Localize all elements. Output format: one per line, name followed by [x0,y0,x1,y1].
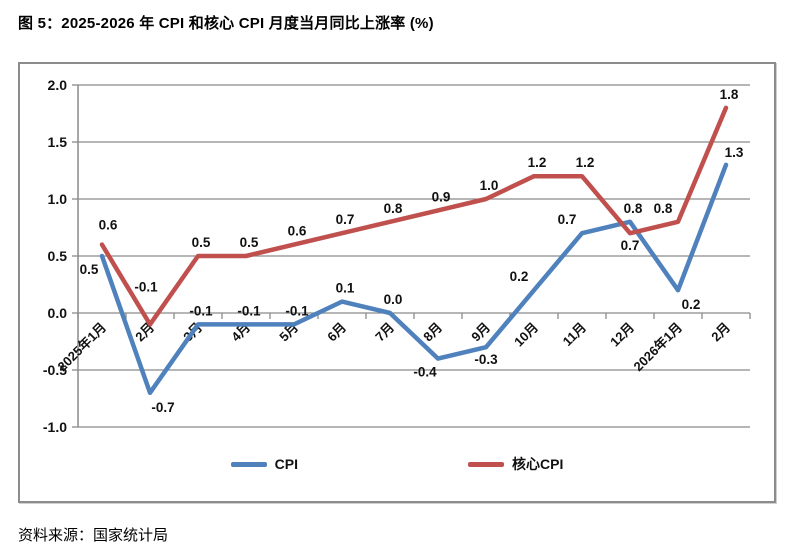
legend-entry-cpi: CPI [230,456,298,472]
chart-legend: CPI 核心CPI [20,454,774,474]
x-axis-tick-label: 2026年1月 [631,320,686,375]
cpi-data-label: 0.5 [80,262,99,277]
core-cpi-data-label: 0.7 [336,212,355,227]
cpi-legend-label: CPI [274,456,298,472]
y-axis-tick-label: -1.0 [43,419,67,435]
cpi-data-label: -0.1 [189,303,213,318]
source-note: 资料来源：国家统计局 [18,527,169,544]
core-cpi-data-label: 0.5 [192,235,211,250]
core-cpi-data-label: 0.8 [654,201,673,216]
x-axis-tick-label: 8月 [420,320,445,345]
x-axis-tick-label: 10月 [511,320,541,350]
cpi-data-label: -0.1 [237,303,261,318]
chart-area: 2.0 1.5 1.0 0.5 0.0 -0.5 -1.0 2025年1月 2月 3月 4月 5月 6月… [18,62,776,503]
core-cpi-line [99,105,729,327]
cpi-data-label: -0.1 [285,303,309,318]
x-axis-tick-label: 2025年1月 [55,320,110,375]
cpi-data-label: 1.3 [725,145,744,160]
core-cpi-data-label: 0.6 [99,218,118,233]
chart-title: 图 5：2025-2026 年 CPI 和核心 CPI 月度当月同比上涨率 (%… [18,15,434,32]
x-axis-tick-label: 12月 [607,320,637,350]
cpi-data-label: -0.4 [413,365,437,380]
core-cpi-legend-swatch [468,461,504,467]
cpi-legend-swatch [230,461,267,467]
y-axis-tick-label: 2.0 [48,77,68,93]
core-cpi-data-label: 0.9 [432,189,451,204]
core-cpi-data-label: 0.8 [384,201,403,216]
cpi-data-label: -0.7 [151,400,174,415]
cpi-data-label: -0.3 [474,352,498,367]
core-cpi-data-label: 1.0 [480,178,499,193]
core-cpi-data-label: 0.5 [240,235,259,250]
core-cpi-data-label: 1.2 [576,155,595,170]
cpi-data-label: 0.8 [624,201,643,216]
y-axis-tick-label: 1.0 [48,191,68,207]
legend-entry-core-cpi: 核心CPI [468,454,563,474]
y-axis-tick-label: 0.5 [48,248,68,264]
cpi-data-label: 0.2 [510,269,529,284]
x-axis-tick-label: 11月 [560,320,590,350]
y-axis-tick-label: 0.0 [48,305,68,321]
core-cpi-data-label: 0.7 [621,238,640,253]
core-cpi-legend-label: 核心CPI [512,456,564,472]
y-axis-tick-label: 1.5 [48,134,68,150]
cpi-data-label: 0.1 [336,281,355,296]
core-cpi-data-label: 0.6 [288,224,307,239]
core-cpi-data-label: -0.1 [134,279,158,294]
cpi-data-label: 0.2 [682,297,701,312]
x-axis-tick-label: 6月 [324,320,349,345]
x-axis-tick-label: 2月 [708,320,733,345]
x-axis-tick-label: 7月 [372,320,397,345]
core-cpi-data-label: 1.2 [528,155,547,170]
y-axis-tick-label: -0.5 [43,362,67,378]
cpi-data-label: 0.7 [558,212,577,227]
core-cpi-data-label: 1.8 [720,87,739,102]
cpi-data-label: 0.0 [384,292,403,307]
